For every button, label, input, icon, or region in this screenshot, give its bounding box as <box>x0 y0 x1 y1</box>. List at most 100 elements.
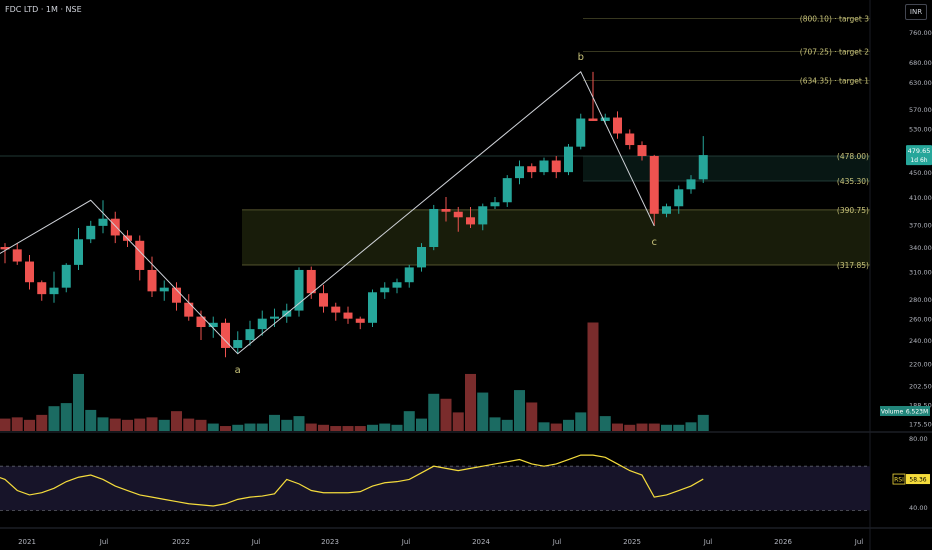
rsi-tick-top: 80.00 <box>909 435 928 443</box>
volume-bar <box>514 390 525 431</box>
candle-body <box>196 316 206 328</box>
candle-body <box>453 211 463 218</box>
candle-body <box>600 117 610 121</box>
volume-bar <box>281 419 293 431</box>
candle-body <box>698 155 708 180</box>
candle-body <box>233 340 243 348</box>
price-tick-0: 175.50 <box>909 421 932 429</box>
candle-body <box>343 312 353 319</box>
volume-bar <box>636 423 648 431</box>
candle-body <box>221 322 230 348</box>
price-tick-16: 680.00 <box>909 59 932 67</box>
candle-body <box>649 156 659 214</box>
volume-bar <box>109 418 121 431</box>
candle-body <box>478 206 488 225</box>
time-tick-11: Jul <box>854 538 864 546</box>
time-tick-6: 2024 <box>472 538 490 546</box>
price-tick-2: 202.50 <box>909 382 932 390</box>
volume-bar <box>97 417 109 431</box>
level-label-1: (707.25) · target 2 <box>800 47 869 56</box>
candle-body <box>625 133 635 146</box>
volume-bar <box>452 412 464 431</box>
volume-bar <box>60 403 72 431</box>
price-tick-7: 310.00 <box>909 269 932 277</box>
candle-body <box>12 249 22 262</box>
price-tick-3: 220.00 <box>909 360 932 368</box>
volume-bar <box>220 426 231 431</box>
candle-body <box>172 287 181 303</box>
last-price-value: 479.65 <box>908 147 931 155</box>
volume-bar <box>501 419 513 431</box>
level-label-3: (478.00) <box>837 152 869 161</box>
volume-bar <box>318 424 329 431</box>
candle-body <box>37 282 47 295</box>
candle-body <box>466 217 475 225</box>
volume-bar <box>134 418 146 431</box>
candle-body <box>613 117 622 134</box>
volume-bar <box>685 422 697 431</box>
volume-bar <box>354 426 366 431</box>
volume-bar <box>440 398 452 431</box>
volume-bar <box>158 419 170 431</box>
rsi-name-badge <box>892 473 906 485</box>
time-tick-1: Jul <box>99 538 109 546</box>
candle-body <box>0 247 10 250</box>
volume-bar <box>232 424 244 431</box>
time-tick-5: Jul <box>401 538 411 546</box>
time-tick-9: Jul <box>703 538 713 546</box>
candle-body <box>429 208 439 248</box>
currency-badge[interactable]: INR <box>905 4 927 20</box>
candle-body <box>245 329 255 341</box>
price-tick-9: 370.00 <box>909 221 932 229</box>
volume-value-badge <box>904 406 930 416</box>
rsi-band-fill <box>0 466 870 511</box>
candle-body <box>135 240 145 270</box>
volume-bar <box>122 419 133 431</box>
price-tick-1: 188.50 <box>909 402 932 410</box>
candle-body <box>306 269 316 294</box>
volume-bar <box>416 418 427 431</box>
volume-bar <box>465 373 476 431</box>
candle-body <box>98 218 108 226</box>
volume-bar <box>256 423 268 431</box>
candle-body <box>86 225 96 240</box>
price-tick-6: 280.00 <box>909 296 932 304</box>
volume-bar <box>195 419 207 431</box>
candle-body <box>551 160 561 173</box>
price-tick-8: 340.00 <box>909 244 932 252</box>
level-label-0: (800.10) · target 3 <box>800 14 869 23</box>
candle-body <box>110 218 120 236</box>
wave-line <box>0 71 655 355</box>
candle-body <box>355 318 365 323</box>
candle-body <box>417 247 426 268</box>
volume-bar <box>599 416 611 431</box>
candle-body <box>674 189 684 207</box>
volume-bar <box>477 392 489 431</box>
volume-bar <box>269 414 280 431</box>
level-label-5: (390.75) <box>837 206 869 215</box>
volume-bar <box>403 411 415 431</box>
volume-bar <box>24 419 35 431</box>
rsi-value-badge <box>906 474 930 485</box>
volume-bar <box>11 417 23 431</box>
price-tick-13: 530.00 <box>909 125 932 133</box>
support-zone-upper <box>583 156 870 181</box>
candle-body <box>502 178 512 203</box>
volume-bar <box>207 423 219 431</box>
time-tick-2: 2022 <box>172 538 190 546</box>
volume-bar <box>661 424 672 431</box>
candle-body <box>404 267 414 283</box>
price-tick-10: 410.00 <box>909 194 932 202</box>
price-tick-4: 240.00 <box>909 337 932 345</box>
time-tick-10: 2026 <box>774 538 792 546</box>
volume-bar <box>342 426 354 431</box>
volume-bar <box>171 411 182 431</box>
candle-body <box>319 293 328 307</box>
volume-value: 6.523M <box>906 409 928 416</box>
candle-body <box>527 166 537 173</box>
candle-body <box>368 292 377 323</box>
level-label-6: (317.85) <box>837 261 869 270</box>
rsi-value: 58.36 <box>909 477 926 484</box>
